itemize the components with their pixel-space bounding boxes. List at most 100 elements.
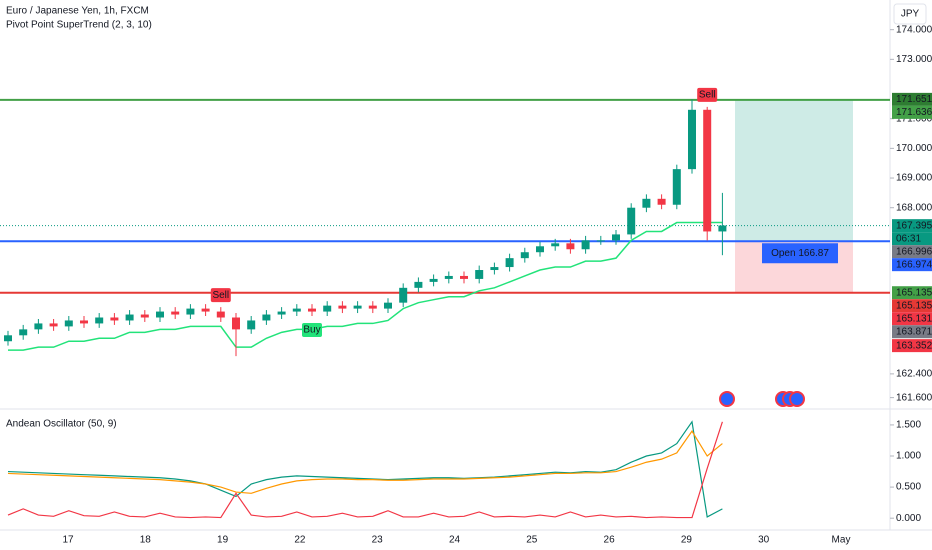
x-tick-label: 24 <box>449 535 461 546</box>
candle-body <box>64 320 73 327</box>
price-label-bg <box>892 245 932 259</box>
candle-body <box>232 317 240 330</box>
y-tick-label: 170.000 <box>896 143 932 154</box>
osc-tick-label: 1.500 <box>896 420 921 431</box>
price-label-bg <box>892 312 932 326</box>
candle-body <box>4 335 12 342</box>
x-tick-label: 18 <box>140 535 152 546</box>
signal-label: Sell <box>212 290 229 301</box>
candle-body <box>703 109 712 232</box>
candle-body <box>627 207 636 235</box>
y-tick-label: 173.000 <box>896 54 932 65</box>
price-label: 163.871 <box>896 326 932 337</box>
candle-body <box>718 225 727 232</box>
y-tick-label: 161.600 <box>896 392 932 403</box>
candle-body <box>536 246 544 253</box>
candle-body <box>49 323 58 327</box>
candle-body <box>520 252 529 259</box>
signal-label: Sell <box>699 89 716 100</box>
price-label-bg <box>892 258 932 272</box>
price-label-bg <box>892 105 932 119</box>
candle-body <box>323 305 332 312</box>
countdown: 06:31 <box>896 233 921 244</box>
candle-body <box>95 317 104 324</box>
oscillator-title: Andean Oscillator (50, 9) <box>6 419 117 430</box>
event-icon[interactable] <box>719 391 735 407</box>
event-icons <box>719 391 805 407</box>
candle-body <box>368 305 377 309</box>
price-label: 163.352 <box>896 340 932 351</box>
target-zone <box>735 99 853 242</box>
oscillator-line <box>7 430 723 494</box>
candle-body <box>338 305 347 309</box>
candle-body <box>566 243 575 250</box>
price-label: 167.395 <box>896 220 932 231</box>
candle-body <box>353 305 362 309</box>
supertrend-line <box>8 221 723 351</box>
candle-body <box>125 314 134 321</box>
x-tick-label: 30 <box>758 535 770 546</box>
price-label: 165.131 <box>896 313 932 324</box>
candle-body <box>34 323 43 330</box>
price-label: 171.651 <box>896 94 932 105</box>
candle-body <box>490 267 499 271</box>
indicator-title: Pivot Point SuperTrend (2, 3, 10) <box>6 20 152 31</box>
signal-label: Buy <box>303 325 320 336</box>
candle-body <box>657 198 666 205</box>
x-tick-label: 25 <box>526 535 538 546</box>
candle-body <box>672 169 681 205</box>
price-label: 166.996 <box>896 246 932 257</box>
candle-body <box>171 311 180 315</box>
osc-tick-label: 1.000 <box>896 451 921 462</box>
x-tick-label: 19 <box>217 535 229 546</box>
candle-body <box>277 311 286 315</box>
candle-body <box>642 198 651 208</box>
candle-body <box>429 278 438 282</box>
price-label-bg <box>892 299 932 313</box>
x-tick-label: May <box>832 535 851 546</box>
candle-body <box>201 308 210 312</box>
x-tick-label: 26 <box>604 535 616 546</box>
y-tick-label: 169.000 <box>896 173 932 184</box>
candle-body <box>384 302 392 309</box>
y-tick-label: 162.400 <box>896 369 932 380</box>
candle-body <box>140 314 149 318</box>
price-label: 166.974 <box>896 259 932 270</box>
candle-body <box>596 240 605 242</box>
x-tick-label: 22 <box>294 535 306 546</box>
candle-body <box>581 240 590 250</box>
osc-tick-label: 0.500 <box>896 482 921 493</box>
candle-body <box>292 308 301 312</box>
candle-body <box>460 275 468 279</box>
candle-body <box>216 311 225 318</box>
candle-body <box>444 275 453 279</box>
signal-badge <box>302 323 322 338</box>
candle-body <box>612 234 620 241</box>
entry-badge <box>762 243 838 264</box>
candle-body <box>505 258 514 268</box>
currency-button[interactable] <box>893 3 927 25</box>
x-tick-label: 23 <box>372 535 384 546</box>
price-label: 165.135 <box>896 300 932 311</box>
candle-body <box>475 270 484 279</box>
osc-tick-label: 0.000 <box>896 513 921 524</box>
price-label-bg <box>892 286 932 300</box>
candle-body <box>414 281 423 288</box>
candle-body <box>308 308 316 312</box>
candle-body <box>551 243 560 247</box>
candle-body <box>110 317 119 321</box>
candle-body <box>186 308 195 315</box>
price-label-bg <box>892 325 932 339</box>
entry-label: Open 166.87 <box>771 248 829 259</box>
oscillator-line <box>7 421 723 519</box>
candle-body <box>19 329 28 336</box>
price-label-bg <box>892 92 932 106</box>
price-label-bg <box>892 339 932 353</box>
candle-body <box>399 287 408 303</box>
oscillator-line <box>7 420 723 518</box>
event-icon[interactable] <box>789 391 805 407</box>
countdown-bg <box>892 232 932 246</box>
candle-body <box>688 109 696 170</box>
